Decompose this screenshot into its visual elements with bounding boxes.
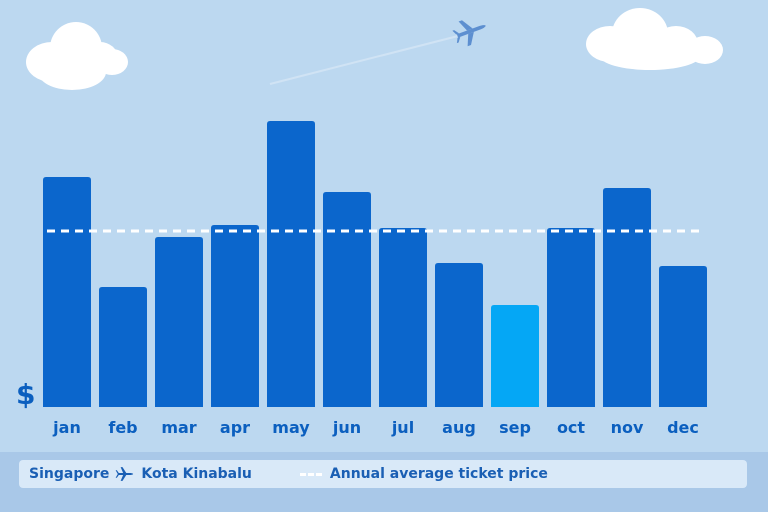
legend-destination: Kota Kinabalu [141,466,252,482]
x-tick-label-jan: jan [52,418,81,437]
legend-average-swatch [299,472,322,476]
bar-mar [155,237,203,407]
x-tick-label-apr: apr [220,418,250,437]
bar-feb [99,287,147,407]
x-tick-label-oct: oct [557,418,585,437]
bar-oct [547,228,595,407]
bar-dec [659,266,707,407]
x-tick-label-mar: mar [161,418,196,437]
x-tick-labels: jan feb mar apr may jun jul aug sep oct nov dec [52,418,699,437]
legend: Singapore Kota Kinabalu Annual average t… [19,460,747,488]
y-axis-currency-symbol: $ [16,378,36,411]
legend-average-label: Annual average ticket price [329,466,548,482]
x-tick-label-dec: dec [667,418,699,437]
bar-jun [323,192,371,407]
bar-jul [379,228,427,407]
bar-jan [43,177,91,407]
airplane-icon [115,467,134,481]
bar-group [43,121,707,407]
cloud-left [26,22,128,90]
x-tick-label-aug: aug [442,418,476,437]
x-tick-label-sep: sep [499,418,531,437]
contrail [269,35,459,85]
x-tick-label-jun: jun [332,418,361,437]
cloud-right [586,8,723,70]
bar-sep [491,305,539,407]
x-tick-label-nov: nov [611,418,644,437]
bar-may [267,121,315,407]
legend-origin: Singapore [29,466,110,482]
bar-aug [435,263,483,407]
x-tick-label-feb: feb [108,418,137,437]
airplane-icon [452,20,486,47]
bar-apr [211,225,259,407]
x-tick-label-jul: jul [391,418,414,437]
x-tick-label-may: may [272,418,310,437]
bar-nov [603,188,651,407]
